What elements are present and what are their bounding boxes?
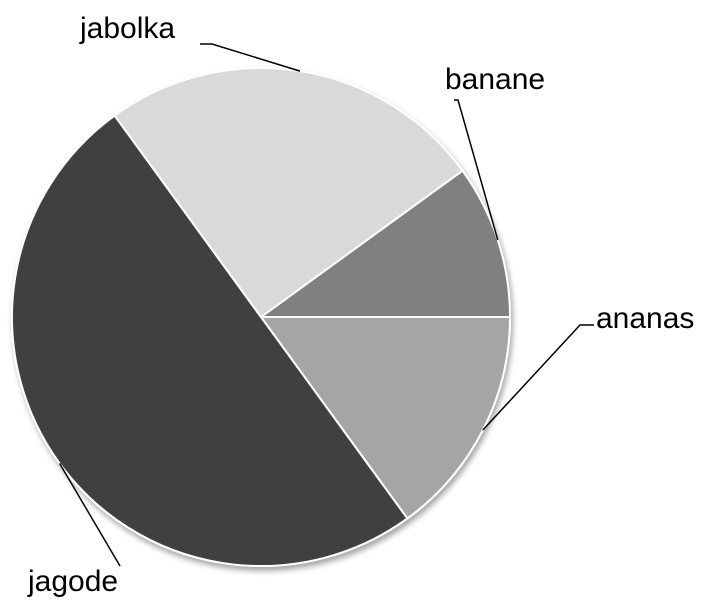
leader-line-jagode	[58, 463, 121, 567]
leader-line-ananas	[482, 324, 594, 431]
leader-line-banane	[454, 99, 499, 241]
leader-line-jabolka	[200, 43, 301, 72]
pie-slice-jagode	[10, 114, 409, 568]
slice-labels: banane ananas jagode jabolka	[27, 12, 694, 598]
slice-label-banane: banane	[445, 63, 545, 96]
pie-slice-ananas	[260, 316, 511, 520]
slice-label-ananas: ananas	[596, 302, 694, 335]
slice-label-jagode: jagode	[27, 565, 118, 598]
slice-label-jabolka: jabolka	[79, 12, 175, 45]
pie-slices	[10, 66, 511, 568]
leader-lines	[58, 43, 594, 567]
